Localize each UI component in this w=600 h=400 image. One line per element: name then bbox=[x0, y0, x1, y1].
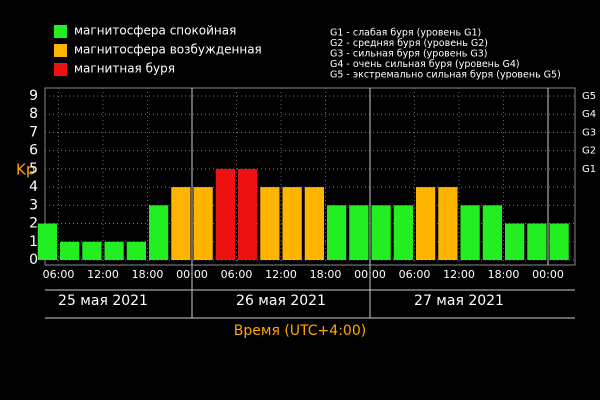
x-tick-label: 06:00 bbox=[43, 268, 75, 281]
bar bbox=[527, 223, 547, 260]
bar bbox=[238, 168, 258, 260]
y-tick-label: 0 bbox=[29, 252, 38, 268]
legend-swatch bbox=[54, 44, 67, 57]
bar bbox=[393, 205, 413, 260]
storm-level: G3 - сильная буря (уровень G3) bbox=[330, 49, 488, 60]
y-tick-label: 8 bbox=[29, 106, 38, 122]
storm-level: G2 - средняя буря (уровень G2) bbox=[330, 38, 488, 49]
bar bbox=[304, 187, 324, 260]
bar bbox=[37, 223, 57, 260]
x-tick-label: 12:00 bbox=[87, 268, 119, 281]
bar bbox=[416, 187, 436, 260]
x-tick-label: 18:00 bbox=[132, 268, 164, 281]
y-tick-label: 2 bbox=[29, 216, 38, 232]
bar bbox=[438, 187, 458, 260]
x-tick-label: 06:00 bbox=[399, 268, 431, 281]
legend-swatch bbox=[54, 25, 67, 38]
bar bbox=[149, 205, 169, 260]
y-tick-label: 5 bbox=[29, 161, 38, 177]
x-axis-label: Время (UTC+4:00) bbox=[234, 323, 366, 339]
bar bbox=[505, 223, 525, 260]
bar bbox=[104, 241, 124, 260]
y2-tick-label: G1 bbox=[582, 164, 596, 175]
y-tick-label: 7 bbox=[29, 124, 38, 140]
legend-label: магнитная буря bbox=[74, 62, 175, 76]
legend-label: магнитосфера спокойная bbox=[74, 24, 236, 38]
y-tick-label: 9 bbox=[29, 88, 38, 104]
bar bbox=[282, 187, 302, 260]
y-tick-label: 6 bbox=[29, 143, 38, 159]
y-tick-label: 3 bbox=[29, 197, 38, 213]
day-label: 26 мая 2021 bbox=[236, 293, 326, 309]
storm-level: G5 - экстремально сильная буря (уровень … bbox=[330, 70, 561, 81]
x-tick-label: 00:00 bbox=[532, 268, 564, 281]
plot-frame bbox=[44, 87, 576, 266]
bar bbox=[549, 223, 569, 260]
x-tick-label: 12:00 bbox=[443, 268, 475, 281]
legend-label: магнитосфера возбужденная bbox=[74, 43, 262, 57]
bar bbox=[60, 241, 80, 260]
bar bbox=[215, 168, 235, 260]
bar bbox=[460, 205, 480, 260]
y2-tick-label: G5 bbox=[582, 91, 596, 102]
y2-tick-label: G2 bbox=[582, 146, 596, 157]
x-tick-label: 06:00 bbox=[221, 268, 253, 281]
storm-level: G4 - очень сильная буря (уровень G4) bbox=[330, 59, 520, 70]
bar bbox=[260, 187, 280, 260]
x-tick-label: 18:00 bbox=[310, 268, 342, 281]
y2-tick-label: G3 bbox=[582, 127, 596, 138]
bar bbox=[126, 241, 146, 260]
y2-tick-label: G4 bbox=[582, 109, 596, 120]
y-axis-label: Kp bbox=[16, 161, 35, 179]
legend-swatch bbox=[54, 63, 67, 76]
bar bbox=[327, 205, 347, 260]
storm-level: G1 - слабая буря (уровень G1) bbox=[330, 28, 481, 39]
day-label: 27 мая 2021 bbox=[414, 293, 504, 309]
y-tick-label: 4 bbox=[29, 179, 38, 195]
day-label: 25 мая 2021 bbox=[58, 293, 148, 309]
bar bbox=[349, 205, 369, 260]
bar bbox=[482, 205, 502, 260]
bar bbox=[82, 241, 102, 260]
bar bbox=[171, 187, 191, 260]
x-tick-label: 12:00 bbox=[265, 268, 297, 281]
x-tick-label: 18:00 bbox=[488, 268, 520, 281]
bar bbox=[193, 187, 213, 260]
y-tick-label: 1 bbox=[29, 234, 38, 250]
bar bbox=[371, 205, 391, 260]
